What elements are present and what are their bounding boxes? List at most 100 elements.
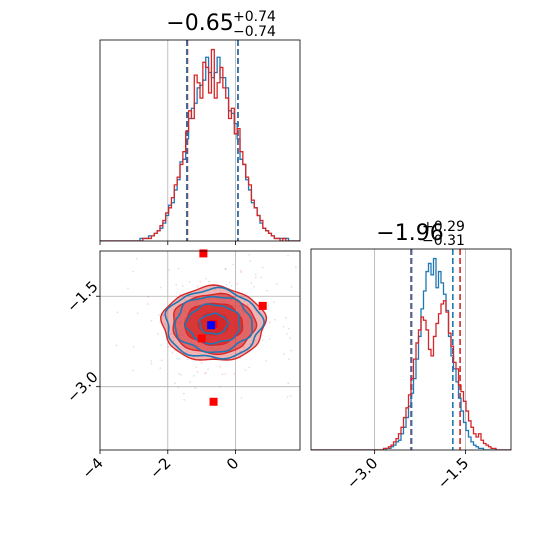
- contour-lines: [159, 284, 268, 361]
- scatter-point: [160, 344, 163, 347]
- contour-line-blue: [198, 312, 230, 336]
- scatter-point: [261, 339, 264, 342]
- scatter-point: [219, 365, 222, 368]
- scatter-point: [233, 372, 236, 375]
- quantile-lines: [410, 249, 461, 450]
- red-marker: [197, 334, 206, 343]
- scatter-point: [272, 301, 275, 303]
- scatter-point: [164, 323, 167, 326]
- contour-line-blue: [174, 295, 254, 354]
- title-upper-error: +0.74: [233, 9, 276, 25]
- plot-frame: [99, 250, 301, 451]
- scatter-point: [135, 257, 138, 260]
- scatter-point: [174, 382, 176, 385]
- scatter-point: [318, 282, 320, 284]
- scatter-point: [265, 360, 268, 362]
- panel-title: −0.65: [166, 11, 233, 36]
- scatter-point: [188, 280, 191, 283]
- scatter-point: [224, 373, 227, 375]
- scatter-point: [311, 369, 313, 371]
- scatter-point: [287, 327, 290, 330]
- red-marker: [258, 301, 267, 310]
- title-lower-error: −0.31: [422, 233, 465, 249]
- y-ticks: −1.5 −3.0: [63, 277, 101, 406]
- red-marker: [209, 397, 218, 406]
- scatter-point: [168, 269, 170, 271]
- scatter-point: [136, 312, 139, 315]
- scatter-point: [196, 285, 199, 288]
- title-lower-error: −0.74: [233, 24, 276, 40]
- scatter-point: [274, 318, 276, 321]
- grid-lines: [374, 249, 466, 450]
- y-tick-label: −3.0: [63, 368, 101, 406]
- scatter-point: [289, 337, 291, 339]
- scatter-point: [159, 367, 162, 370]
- scatter-point: [287, 254, 289, 257]
- scatter-point: [240, 396, 243, 399]
- scatter-point: [179, 373, 182, 376]
- x-tick-label: −3.0: [343, 454, 381, 492]
- scatter-point: [207, 368, 209, 371]
- scatter-point: [172, 336, 174, 339]
- scatter-point: [240, 269, 242, 272]
- scatter-point: [285, 316, 287, 319]
- scatter-point: [205, 277, 208, 280]
- scatter-point: [194, 387, 197, 390]
- scatter-point: [171, 352, 174, 354]
- scatter-point: [160, 359, 163, 362]
- title-median: −1.96: [376, 221, 443, 246]
- scatter-point: [190, 221, 192, 223]
- scatter-point: [184, 299, 187, 301]
- scatter-point: [199, 280, 202, 283]
- scatter-point: [150, 360, 153, 362]
- blue-marker: [207, 321, 216, 330]
- scatter-point: [289, 395, 292, 397]
- scatter-point: [228, 281, 231, 284]
- scatter-point: [167, 346, 170, 348]
- scatter-point: [252, 285, 255, 288]
- scatter-point: [186, 358, 189, 361]
- scatter-point: [248, 253, 251, 256]
- contour-panel: −4 −2 0 −1.5 −3.0: [63, 221, 320, 482]
- scatter-point: [287, 382, 290, 385]
- scatter-point: [132, 345, 135, 348]
- scatter-point: [249, 260, 251, 262]
- scatter-point: [150, 319, 153, 322]
- plot-frame: [310, 248, 512, 451]
- scatter-point: [275, 283, 278, 286]
- scatter-point: [177, 386, 180, 389]
- scatter-point: [224, 228, 226, 230]
- scatter-point: [177, 267, 180, 270]
- scatter-point: [178, 372, 180, 375]
- x-tick-label: −4: [78, 454, 106, 482]
- scatter-point: [189, 380, 192, 383]
- grid-lines: [167, 40, 236, 241]
- histogram-series-1: [311, 257, 511, 450]
- scatter-point: [162, 314, 165, 317]
- scatter-point: [170, 332, 173, 335]
- scatter-point: [286, 333, 288, 335]
- scatter-point: [200, 361, 203, 364]
- scatter-point: [218, 385, 221, 388]
- markers: [197, 249, 267, 406]
- scatter-point: [132, 270, 135, 273]
- scatter-point: [195, 366, 198, 369]
- scatter-point: [250, 282, 253, 284]
- scatter-point: [288, 358, 290, 361]
- scatter-point: [232, 263, 234, 266]
- scatter-point: [182, 392, 185, 395]
- scatter-point: [248, 366, 251, 369]
- title-median: −0.65: [166, 11, 233, 36]
- scatter-point: [260, 276, 263, 279]
- scatter-point: [178, 358, 181, 361]
- scatter-point: [242, 346, 245, 349]
- scatter-point: [176, 357, 178, 360]
- scatter-point: [244, 369, 247, 372]
- scatter-point: [261, 266, 264, 269]
- title-upper-error: +0.29: [422, 219, 465, 235]
- scatter-point: [214, 289, 217, 291]
- panel-title: −1.96: [376, 221, 443, 246]
- scatter-point: [246, 303, 249, 306]
- scatter-point: [236, 282, 239, 285]
